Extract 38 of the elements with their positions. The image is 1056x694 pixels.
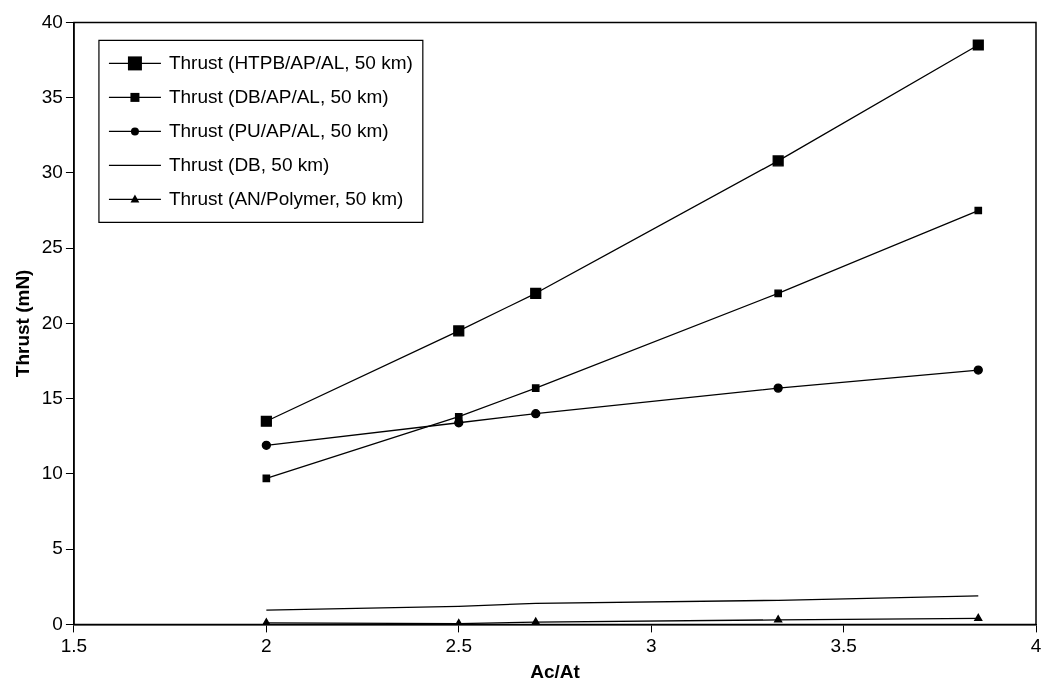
legend-label: Thrust (PU/AP/AL, 50 km) xyxy=(168,119,389,141)
point xyxy=(453,325,465,337)
y-tick-label: 40 xyxy=(41,10,63,32)
x-tick-label: 1.5 xyxy=(60,635,88,657)
point xyxy=(774,615,783,623)
y-tick-label: 5 xyxy=(52,537,63,559)
y-tick-label: 15 xyxy=(41,386,63,408)
point xyxy=(774,289,782,298)
legend-label: Thrust (AN/Polymer, 50 km) xyxy=(168,187,404,209)
x-tick-label: 3.5 xyxy=(830,635,857,657)
y-tick-label: 0 xyxy=(52,612,63,634)
legend-label: Thrust (DB/AP/AL, 50 km) xyxy=(168,85,389,107)
y-tick-label: 10 xyxy=(41,462,63,484)
y-tick-label: 20 xyxy=(41,311,63,333)
point xyxy=(973,365,983,375)
point xyxy=(773,383,783,393)
x-tick-label: 3 xyxy=(645,635,657,657)
y-axis-title: Thrust (mN) xyxy=(11,269,33,378)
point xyxy=(531,384,540,392)
y-tick-label: 30 xyxy=(41,161,63,183)
y-tick-label: 25 xyxy=(41,236,63,258)
point xyxy=(772,155,784,167)
point xyxy=(531,617,540,625)
point xyxy=(454,412,463,421)
point xyxy=(530,287,542,299)
point xyxy=(974,613,983,622)
point xyxy=(261,440,271,450)
x-tick-label: 2.5 xyxy=(445,635,472,657)
point xyxy=(260,415,272,427)
x-tick-label: 4 xyxy=(1030,635,1042,657)
point xyxy=(531,409,541,419)
y-tick-label: 35 xyxy=(41,85,63,107)
legend-label: Thrust (HTPB/AP/AL, 50 km) xyxy=(168,51,413,73)
x-axis-title: Ac/At xyxy=(530,660,581,682)
point xyxy=(974,206,983,215)
legend-label: Thrust (DB, 50 km) xyxy=(168,153,330,175)
point xyxy=(972,39,984,51)
x-tick-label: 2 xyxy=(261,635,272,657)
